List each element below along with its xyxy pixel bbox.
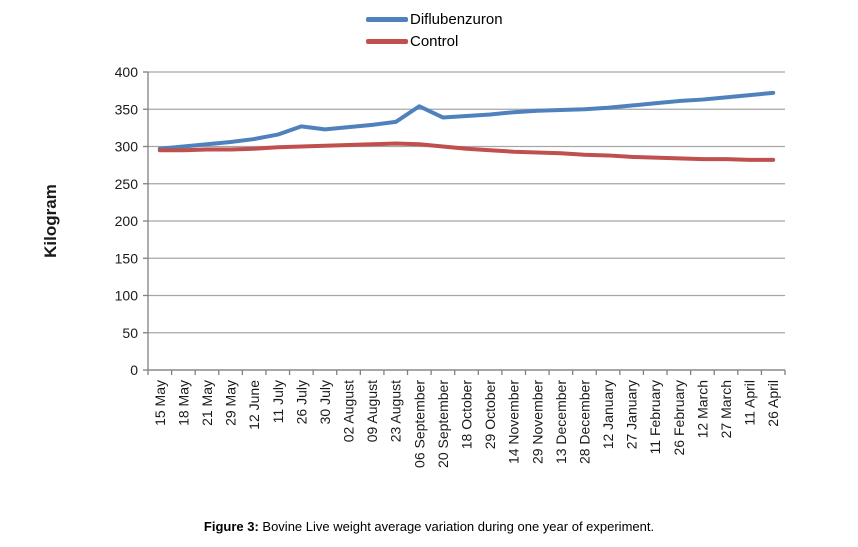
y-tick-label: 300 xyxy=(115,139,139,155)
x-tick-label: 29 October xyxy=(482,380,498,450)
x-tick-label: 29 November xyxy=(529,380,545,464)
x-tick-label: 15 May xyxy=(152,380,168,426)
figure-caption-text: Bovine Live weight average variation dur… xyxy=(258,519,655,534)
y-tick-label: 100 xyxy=(115,288,139,304)
x-tick-label: 06 September xyxy=(411,380,427,468)
x-tick-label: 27 March xyxy=(718,380,734,438)
chart-legend: Diflubenzuron Control xyxy=(366,8,503,52)
x-tick-label: 13 December xyxy=(553,380,569,464)
x-tick-label: 30 July xyxy=(317,380,333,424)
x-tick-label: 26 July xyxy=(293,380,309,424)
x-tick-label: 20 September xyxy=(435,380,451,468)
x-tick-label: 23 August xyxy=(388,380,404,442)
x-tick-label: 11 July xyxy=(270,380,286,423)
legend-label-diflubenzuron: Diflubenzuron xyxy=(410,10,503,28)
y-tick-label: 50 xyxy=(122,325,138,341)
x-tick-label: 28 December xyxy=(576,380,592,464)
x-tick-label: 27 January xyxy=(624,380,640,449)
y-tick-label: 150 xyxy=(115,250,139,266)
x-tick-label: 18 October xyxy=(459,380,475,450)
legend-label-control: Control xyxy=(410,32,459,50)
diflubenzuron-line-swatch xyxy=(366,16,408,22)
legend-item-control: Control xyxy=(366,30,503,52)
series-line-control xyxy=(157,141,776,162)
x-tick-label: 02 August xyxy=(341,380,357,442)
y-tick-label: 0 xyxy=(130,362,138,378)
x-tick-label: 09 August xyxy=(364,380,380,442)
x-tick-label: 12 March xyxy=(694,380,710,438)
x-tick-label: 14 November xyxy=(506,380,522,464)
y-tick-label: 400 xyxy=(115,64,139,80)
y-tick-label: 350 xyxy=(115,101,139,117)
x-tick-label: 11 February xyxy=(647,380,663,454)
line-chart: 0 50 100 150 200 250 300 350 400 15 May 18 May 21 M… xyxy=(41,64,786,468)
legend-item-diflubenzuron: Diflubenzuron xyxy=(366,8,503,30)
series-line-diflubenzuron xyxy=(157,90,776,151)
figure-caption-label: Figure 3: xyxy=(203,519,259,534)
y-tick-label: 250 xyxy=(115,176,139,192)
x-tick-label: 26 February xyxy=(671,380,687,455)
x-tick-label: 12 June xyxy=(246,380,262,430)
y-axis-title: Kilogram xyxy=(41,184,60,258)
x-tick-label: 26 April xyxy=(765,380,781,427)
figure-caption: Figure 3: Bovine Live weight average var… xyxy=(0,519,858,534)
control-line-swatch xyxy=(366,38,408,44)
x-tick-label: 12 January xyxy=(600,380,616,449)
x-tick-label: 11 April xyxy=(742,380,758,426)
x-tick-label: 18 May xyxy=(175,380,191,426)
x-tick-label: 29 May xyxy=(223,380,239,426)
x-tick-label: 21 May xyxy=(199,380,215,426)
y-tick-label: 200 xyxy=(115,213,139,229)
